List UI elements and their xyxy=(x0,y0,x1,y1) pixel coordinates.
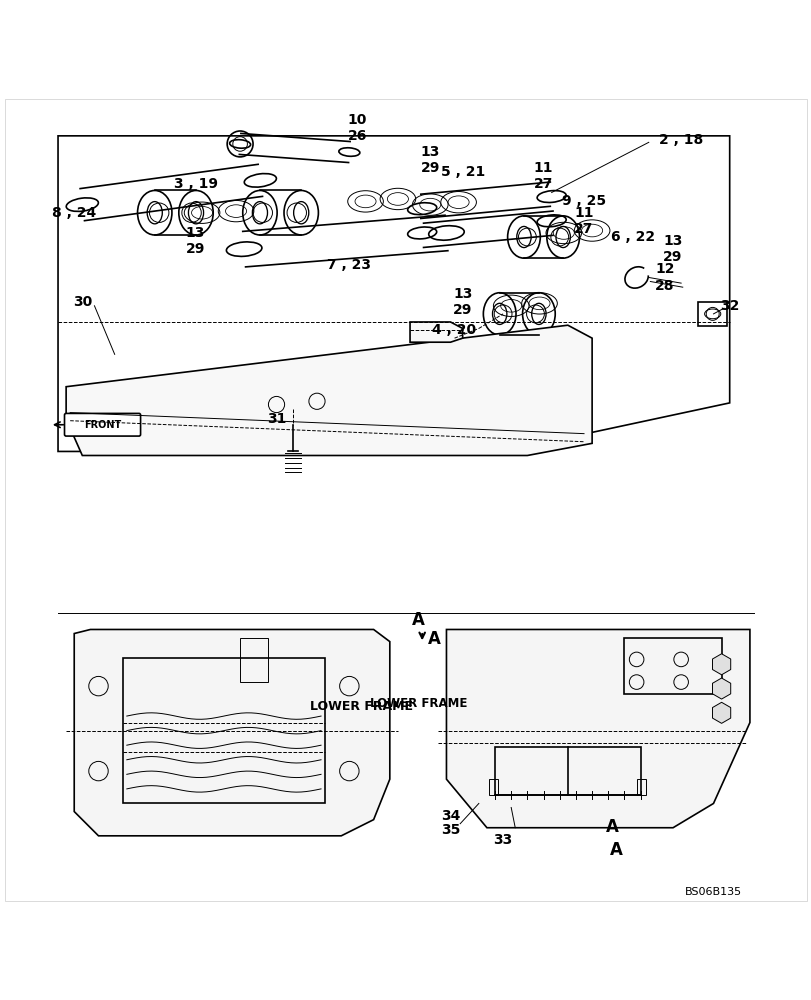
Text: 13
29: 13 29 xyxy=(663,234,682,264)
FancyBboxPatch shape xyxy=(64,413,140,436)
Text: 32: 32 xyxy=(719,299,739,313)
Text: 13
29: 13 29 xyxy=(453,287,472,317)
Text: 8 , 24: 8 , 24 xyxy=(52,206,97,220)
Text: 31: 31 xyxy=(267,412,285,426)
Bar xyxy=(240,638,268,682)
Text: 9 , 25: 9 , 25 xyxy=(561,194,605,208)
Text: 10
26: 10 26 xyxy=(347,113,367,143)
Text: 6 , 22: 6 , 22 xyxy=(610,230,654,244)
Text: A: A xyxy=(609,841,622,859)
Text: A: A xyxy=(411,611,424,629)
Text: 5 , 21: 5 , 21 xyxy=(440,165,484,179)
Text: 13
29: 13 29 xyxy=(186,226,205,256)
Bar xyxy=(697,302,727,326)
Text: 12
28: 12 28 xyxy=(654,262,674,293)
Text: 11
27: 11 27 xyxy=(533,161,552,191)
Bar xyxy=(122,658,324,803)
Text: 33: 33 xyxy=(493,833,512,847)
Polygon shape xyxy=(711,678,730,699)
Text: 4 , 20: 4 , 20 xyxy=(432,323,476,337)
Polygon shape xyxy=(711,654,730,675)
Text: 3 , 19: 3 , 19 xyxy=(174,177,217,191)
Text: LOWER FRAME: LOWER FRAME xyxy=(310,700,413,713)
Bar xyxy=(488,779,498,795)
Text: BS06B135: BS06B135 xyxy=(684,887,741,897)
Text: A: A xyxy=(427,630,440,648)
Text: A: A xyxy=(605,818,618,836)
Polygon shape xyxy=(446,629,749,828)
Polygon shape xyxy=(410,322,462,342)
Text: 2 , 18: 2 , 18 xyxy=(659,133,702,147)
Bar xyxy=(636,779,646,795)
Text: 35: 35 xyxy=(440,823,460,837)
Text: FRONT: FRONT xyxy=(84,420,121,430)
Text: 13
29: 13 29 xyxy=(420,145,440,175)
Bar xyxy=(495,747,640,795)
Bar xyxy=(624,638,721,694)
Text: 11
27: 11 27 xyxy=(573,206,593,236)
Polygon shape xyxy=(74,629,389,836)
Polygon shape xyxy=(711,702,730,723)
Text: LOWER FRAME: LOWER FRAME xyxy=(369,697,466,710)
Polygon shape xyxy=(66,325,591,455)
Text: 30: 30 xyxy=(73,295,92,309)
Text: 34: 34 xyxy=(440,809,460,823)
Text: 7 , 23: 7 , 23 xyxy=(327,258,371,272)
